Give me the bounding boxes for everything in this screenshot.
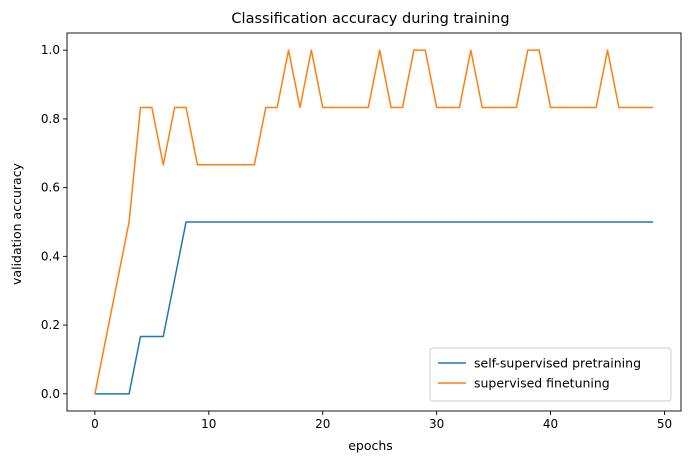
x-tick-label: 50: [657, 417, 672, 431]
series-line-2: [94, 49, 654, 394]
axes-frame: [66, 32, 682, 412]
x-tick-label: 20: [315, 417, 330, 431]
chart-title: Classification accuracy during training: [231, 11, 509, 27]
legend: self-supervised pretraining supervised fi…: [429, 347, 672, 402]
legend-box: [429, 347, 672, 402]
plot-area: 0 10 20 30 40 50 0.0 0.2 0.4 0.6 0.8 1.0: [41, 32, 682, 431]
y-tick-label: 1.0: [41, 43, 60, 57]
x-tick-label: 0: [91, 417, 99, 431]
series-line-1: [94, 221, 654, 395]
legend-label-2: supervised finetuning: [474, 376, 610, 391]
y-tick-label: 0.6: [41, 181, 60, 195]
x-tick-label: 30: [429, 417, 444, 431]
y-axis-title: validation accuracy: [9, 162, 24, 285]
y-tick-label: 0.0: [41, 387, 60, 401]
x-tick-label: 10: [201, 417, 216, 431]
legend-label-1: self-supervised pretraining: [474, 356, 641, 371]
y-tick-label: 0.2: [41, 318, 60, 332]
y-tick-label: 0.4: [41, 249, 60, 263]
x-tick-label: 40: [543, 417, 558, 431]
y-tick-label: 0.8: [41, 112, 60, 126]
x-axis-title: epochs: [348, 438, 393, 453]
